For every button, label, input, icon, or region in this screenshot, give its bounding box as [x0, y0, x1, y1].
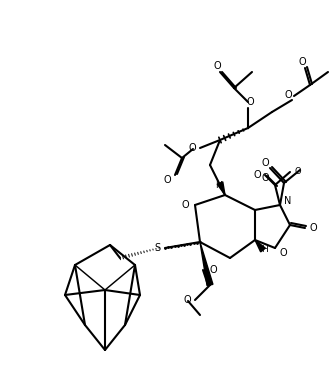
Text: O: O	[309, 223, 317, 233]
Text: O: O	[183, 295, 191, 305]
Text: O: O	[279, 248, 287, 258]
Text: O: O	[163, 175, 171, 185]
Polygon shape	[217, 182, 225, 195]
Text: H: H	[216, 180, 222, 189]
Text: O: O	[295, 167, 301, 177]
Text: N: N	[284, 196, 292, 206]
Polygon shape	[200, 242, 213, 286]
Text: O: O	[261, 158, 269, 168]
Text: O: O	[188, 143, 196, 153]
Text: O: O	[253, 170, 261, 180]
Text: S: S	[154, 243, 160, 253]
Text: O: O	[246, 97, 254, 107]
Text: O: O	[181, 200, 189, 210]
Text: O: O	[213, 61, 221, 71]
Text: O: O	[284, 90, 292, 100]
Text: O: O	[209, 265, 217, 275]
Text: H: H	[262, 245, 268, 255]
Text: O: O	[298, 57, 306, 67]
Polygon shape	[255, 240, 265, 252]
Text: O: O	[261, 173, 269, 183]
